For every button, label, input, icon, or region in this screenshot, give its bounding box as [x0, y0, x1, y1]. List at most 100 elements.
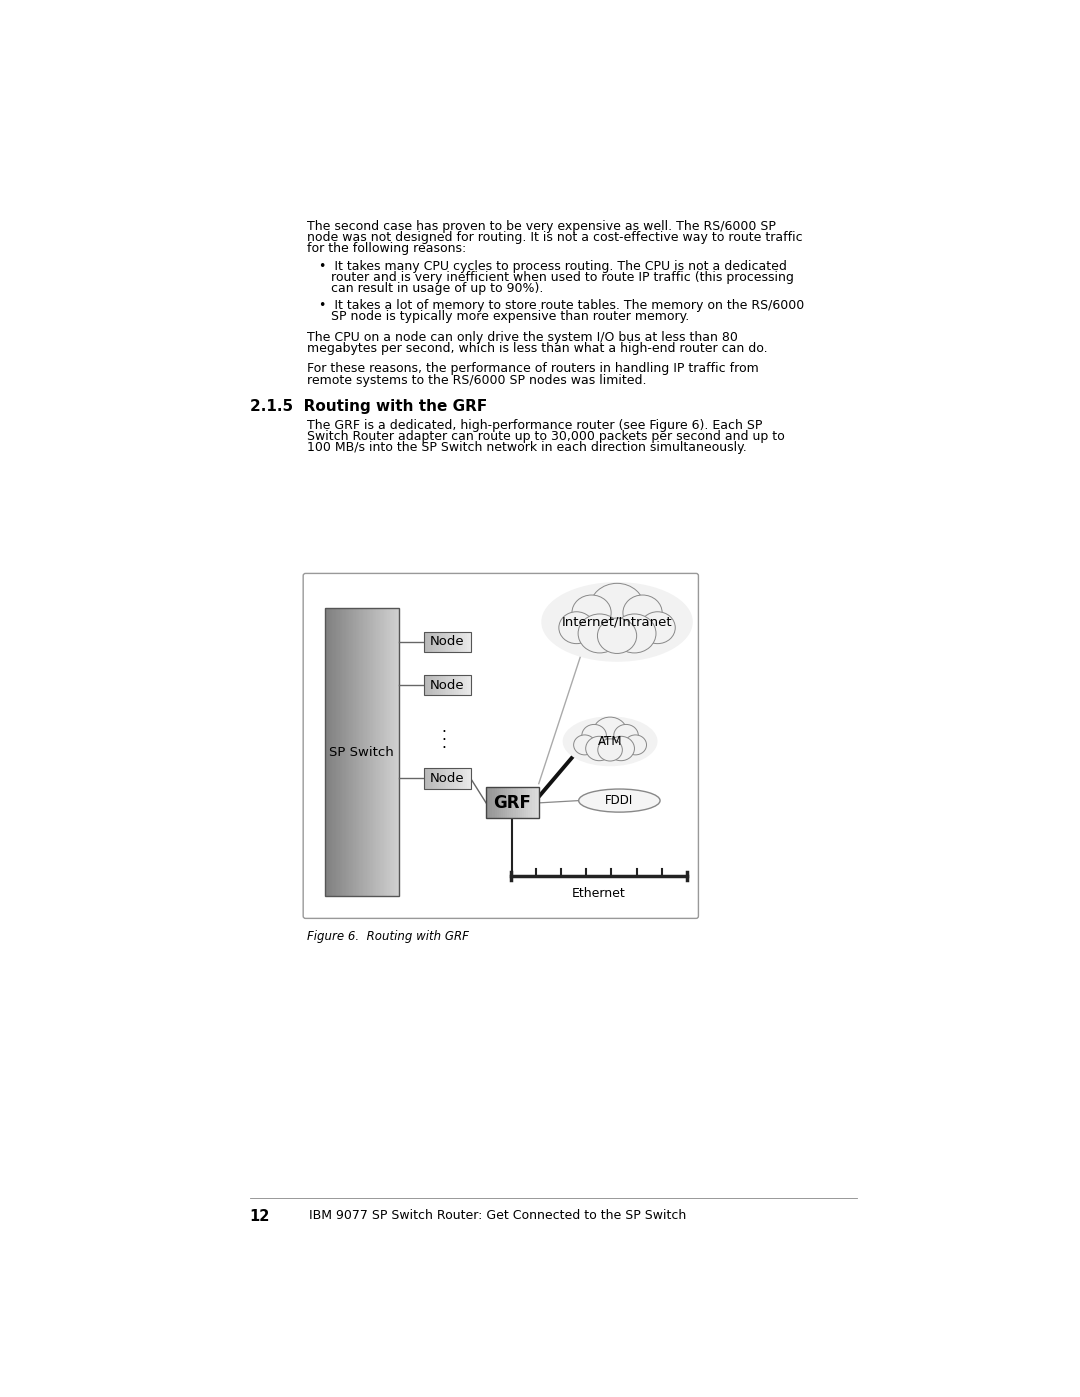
Bar	[347, 608, 349, 895]
Bar	[327, 608, 328, 895]
Ellipse shape	[613, 725, 638, 746]
Ellipse shape	[590, 584, 645, 633]
Bar	[461, 675, 463, 696]
Bar	[390, 608, 391, 895]
Bar	[325, 608, 326, 895]
Bar	[456, 768, 458, 789]
Bar	[446, 631, 448, 652]
Bar	[339, 608, 341, 895]
Bar	[355, 608, 356, 895]
Text: 12: 12	[249, 1208, 270, 1224]
Bar	[432, 768, 433, 789]
Bar	[432, 631, 433, 652]
Bar	[508, 788, 510, 819]
Bar	[337, 608, 338, 895]
Bar	[433, 768, 435, 789]
Bar	[391, 608, 392, 895]
Ellipse shape	[541, 583, 692, 662]
Bar	[424, 631, 471, 652]
Bar	[428, 631, 430, 652]
Bar	[532, 788, 535, 819]
Bar	[424, 675, 427, 696]
Bar	[351, 608, 352, 895]
Bar	[448, 675, 450, 696]
Bar	[490, 788, 492, 819]
Bar	[454, 768, 456, 789]
Bar	[459, 631, 461, 652]
Bar	[395, 608, 396, 895]
Bar	[451, 631, 454, 652]
Bar	[378, 608, 379, 895]
Ellipse shape	[607, 736, 634, 761]
Bar	[433, 675, 435, 696]
Text: router and is very inefficient when used to route IP traffic (this processing: router and is very inefficient when used…	[319, 271, 794, 284]
Bar	[517, 788, 519, 819]
Bar	[328, 608, 329, 895]
Bar	[432, 675, 433, 696]
Bar	[505, 788, 508, 819]
Bar	[458, 631, 460, 652]
Text: .: .	[441, 728, 446, 743]
Text: GRF: GRF	[494, 793, 531, 812]
Bar	[424, 675, 471, 696]
Bar	[374, 608, 376, 895]
Text: .: .	[441, 736, 446, 750]
Bar	[356, 608, 359, 895]
Bar	[461, 631, 463, 652]
Bar	[492, 788, 495, 819]
Bar	[383, 608, 386, 895]
Ellipse shape	[640, 612, 675, 644]
Bar	[450, 631, 453, 652]
Bar	[515, 788, 517, 819]
Bar	[441, 631, 443, 652]
Text: .: .	[441, 721, 446, 735]
Ellipse shape	[597, 617, 636, 654]
Bar	[443, 675, 445, 696]
Bar	[365, 608, 367, 895]
Bar	[348, 608, 350, 895]
Bar	[488, 788, 490, 819]
Bar	[450, 768, 453, 789]
Bar	[446, 768, 448, 789]
Ellipse shape	[563, 717, 658, 766]
Bar	[435, 768, 437, 789]
Bar	[334, 608, 335, 895]
Bar	[433, 631, 435, 652]
Bar	[456, 631, 458, 652]
Bar	[396, 608, 397, 895]
Text: The GRF is a dedicated, high-performance router (see Figure 6). Each SP: The GRF is a dedicated, high-performance…	[307, 419, 762, 432]
Bar	[428, 675, 430, 696]
Bar	[387, 608, 388, 895]
Bar	[448, 768, 450, 789]
Bar	[438, 675, 441, 696]
Bar	[388, 608, 389, 895]
Bar	[424, 631, 427, 652]
Bar	[441, 675, 443, 696]
Bar	[537, 788, 539, 819]
Bar	[437, 675, 440, 696]
Bar	[511, 788, 514, 819]
Bar	[350, 608, 351, 895]
Bar	[373, 608, 374, 895]
Bar	[497, 788, 499, 819]
Text: Node: Node	[430, 771, 464, 785]
Bar	[501, 788, 503, 819]
Bar	[389, 608, 390, 895]
Bar	[369, 608, 370, 895]
Bar	[528, 788, 530, 819]
Bar	[325, 608, 399, 895]
Bar	[526, 788, 528, 819]
Text: 2.1.5  Routing with the GRF: 2.1.5 Routing with the GRF	[249, 398, 487, 414]
Bar	[343, 608, 345, 895]
Bar	[456, 675, 458, 696]
Bar	[443, 768, 445, 789]
Bar	[495, 788, 497, 819]
Ellipse shape	[558, 612, 594, 644]
Text: node was not designed for routing. It is not a cost-effective way to route traff: node was not designed for routing. It is…	[307, 231, 802, 244]
Bar	[370, 608, 372, 895]
Text: ATM: ATM	[598, 735, 622, 747]
Ellipse shape	[598, 739, 622, 761]
Bar	[469, 768, 471, 789]
Bar	[426, 768, 428, 789]
Bar	[461, 768, 463, 789]
